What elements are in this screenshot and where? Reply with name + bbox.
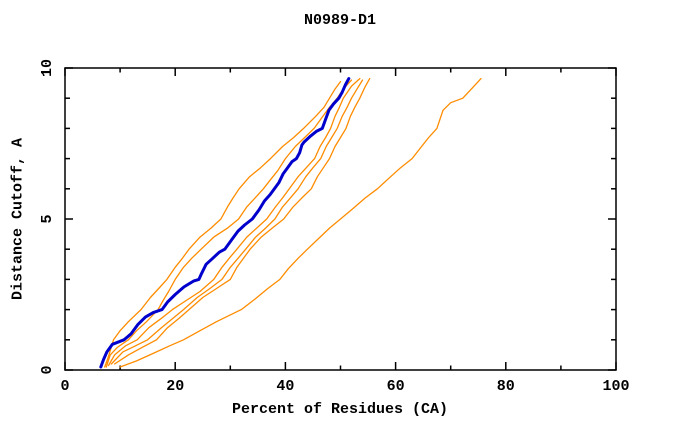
chart-title: N0989-D1 bbox=[303, 12, 376, 29]
x-tick-label: 40 bbox=[276, 378, 294, 395]
y-tick-label: 5 bbox=[39, 214, 56, 223]
y-tick-label: 0 bbox=[39, 365, 56, 374]
x-tick-label: 80 bbox=[497, 378, 515, 395]
series-line-orange-1 bbox=[104, 80, 342, 368]
y-tick-label: 10 bbox=[39, 59, 56, 77]
series-line-orange-5 bbox=[113, 77, 371, 365]
x-axis-label: Percent of Residues (CA) bbox=[231, 401, 449, 418]
x-tick-label: 20 bbox=[166, 378, 184, 395]
series-line-orange-3 bbox=[107, 77, 361, 367]
series-line-orange-2 bbox=[105, 79, 353, 368]
series-line-blue-main bbox=[99, 77, 351, 369]
y-axis-label: Distance Cutoff, A bbox=[9, 137, 27, 301]
x-tick-label: 0 bbox=[60, 378, 69, 395]
x-tick-label: 60 bbox=[387, 378, 405, 395]
series-line-orange-6 bbox=[119, 77, 482, 368]
x-tick-label: 100 bbox=[602, 378, 629, 395]
series-line-orange-4 bbox=[110, 79, 364, 365]
